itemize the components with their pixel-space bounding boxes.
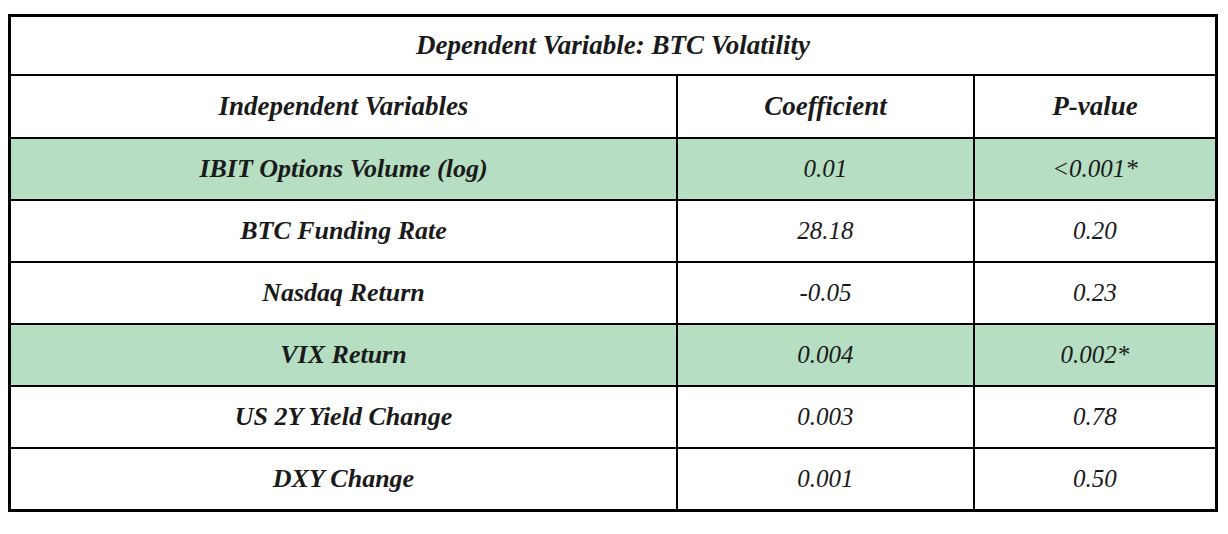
column-header-coefficient: Coefficient	[677, 75, 974, 138]
p-value-cell: <0.001*	[974, 138, 1217, 200]
table-row-vix-return: VIX Return 0.004 0.002*	[10, 324, 1217, 386]
coefficient-cell: 0.003	[677, 386, 974, 448]
regression-results-table: Dependent Variable: BTC Volatility Indep…	[8, 14, 1218, 512]
table-header-row: Independent Variables Coefficient P-valu…	[10, 75, 1217, 138]
coefficient-cell: 0.001	[677, 448, 974, 510]
p-value-cell: 0.002*	[974, 324, 1217, 386]
variable-name-cell: VIX Return	[10, 324, 677, 386]
table-row-dxy-change: DXY Change 0.001 0.50	[10, 448, 1217, 510]
table-row-ibit-options-volume: IBIT Options Volume (log) 0.01 <0.001*	[10, 138, 1217, 200]
coefficient-cell: 28.18	[677, 200, 974, 262]
p-value-cell: 0.50	[974, 448, 1217, 510]
variable-name-cell: US 2Y Yield Change	[10, 386, 677, 448]
p-value-cell: 0.20	[974, 200, 1217, 262]
p-value-cell: 0.78	[974, 386, 1217, 448]
coefficient-cell: 0.01	[677, 138, 974, 200]
table-row-us-2y-yield-change: US 2Y Yield Change 0.003 0.78	[10, 386, 1217, 448]
p-value-cell: 0.23	[974, 262, 1217, 324]
variable-name-cell: Nasdaq Return	[10, 262, 677, 324]
table-title: Dependent Variable: BTC Volatility	[10, 16, 1217, 76]
variable-name-cell: BTC Funding Rate	[10, 200, 677, 262]
table-row-nasdaq-return: Nasdaq Return -0.05 0.23	[10, 262, 1217, 324]
regression-table-container: Dependent Variable: BTC Volatility Indep…	[8, 14, 1218, 512]
table-title-row: Dependent Variable: BTC Volatility	[10, 16, 1217, 76]
column-header-p-value: P-value	[974, 75, 1217, 138]
variable-name-cell: DXY Change	[10, 448, 677, 510]
coefficient-cell: 0.004	[677, 324, 974, 386]
variable-name-cell: IBIT Options Volume (log)	[10, 138, 677, 200]
column-header-independent-variables: Independent Variables	[10, 75, 677, 138]
coefficient-cell: -0.05	[677, 262, 974, 324]
table-row-btc-funding-rate: BTC Funding Rate 28.18 0.20	[10, 200, 1217, 262]
